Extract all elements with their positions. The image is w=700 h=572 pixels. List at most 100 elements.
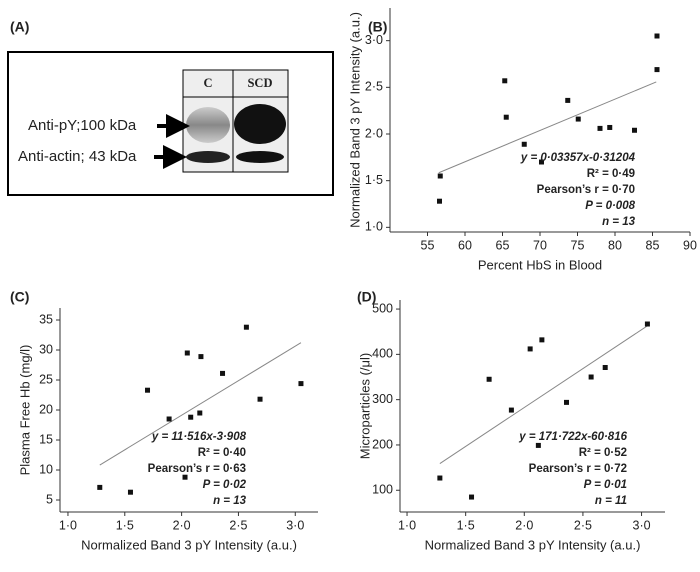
point (182, 474, 188, 480)
point (597, 125, 603, 131)
y-tick-label: 5 (46, 492, 53, 506)
y-tick-label: 2·0 (365, 126, 383, 140)
x-tick-label: 90 (683, 238, 697, 252)
band (186, 107, 230, 143)
x-axis-label: Normalized Band 3 pY Intensity (a.u.) (81, 537, 297, 552)
annotation: Pearson’s r = 0·70 (537, 184, 635, 196)
x-tick-label: 1·0 (398, 518, 416, 532)
y-tick-label: 25 (39, 372, 53, 386)
x-tick-label: 2·5 (574, 518, 592, 532)
point (564, 399, 570, 405)
x-tick-label: 3·0 (286, 518, 304, 532)
y-tick-label: 15 (39, 432, 53, 446)
x-tick-label: 65 (496, 238, 510, 252)
panel-label: (D) (357, 289, 376, 305)
lane-label: SCD (247, 76, 272, 90)
point (539, 337, 545, 343)
annotation: y = 11·516x-3·908 (151, 431, 247, 443)
point (437, 173, 443, 179)
point (166, 416, 172, 422)
x-tick-label: 60 (458, 238, 472, 252)
x-tick-label: 55 (421, 238, 435, 252)
y-axis-label: Microparticles (/μl) (357, 353, 372, 459)
x-tick-label: 1·5 (116, 518, 134, 532)
x-tick-label: 1·5 (457, 518, 475, 532)
fit-line (99, 342, 302, 466)
point (607, 124, 613, 130)
x-axis-label: Normalized Band 3 pY Intensity (a.u.) (425, 537, 641, 552)
y-tick-label: 10 (39, 462, 53, 476)
y-tick-label: 200 (372, 437, 393, 451)
x-tick-label: 1·0 (59, 518, 77, 532)
point (535, 442, 541, 448)
annotation: n = 13 (602, 216, 636, 228)
point (188, 414, 194, 420)
point (220, 370, 226, 376)
point (588, 374, 594, 380)
annotation: n = 13 (213, 495, 247, 507)
point (298, 381, 304, 387)
point (97, 484, 103, 490)
point (575, 116, 581, 122)
point (565, 97, 571, 103)
band-label: Anti-pY;100 kDa (28, 117, 137, 134)
point (602, 364, 608, 370)
y-tick-label: 3·0 (365, 33, 383, 47)
point (644, 321, 650, 327)
point (437, 198, 442, 204)
point (486, 376, 492, 382)
band (186, 151, 230, 163)
y-tick-label: 2·5 (365, 80, 383, 94)
point (257, 396, 263, 402)
point (527, 346, 533, 352)
y-tick-label: 30 (39, 342, 53, 356)
point (632, 127, 637, 133)
annotation: y = 171·722x-60·816 (518, 431, 627, 443)
point (503, 114, 509, 120)
lane-label: C (203, 76, 212, 90)
annotation: y = 0·03357x-0·31204 (520, 152, 636, 164)
x-tick-label: 75 (571, 238, 585, 252)
point (539, 159, 544, 165)
point (654, 33, 660, 39)
band (236, 151, 284, 163)
fit-line (439, 325, 648, 464)
annotation: R² = 0·40 (198, 447, 246, 459)
point (437, 475, 443, 481)
point (521, 141, 527, 147)
x-tick-label: 3·0 (633, 518, 651, 532)
point (127, 489, 133, 495)
panel-label: (A) (10, 19, 29, 35)
panel-label: (B) (368, 19, 387, 35)
annotation: R² = 0·49 (587, 168, 635, 180)
y-tick-label: 500 (372, 301, 393, 315)
panel-label: (C) (10, 289, 29, 305)
point (198, 354, 204, 360)
x-tick-label: 2·0 (515, 518, 533, 532)
point (469, 494, 475, 500)
annotation: n = 11 (595, 495, 627, 507)
x-axis-label: Percent HbS in Blood (478, 257, 602, 272)
band (234, 104, 286, 144)
blot-frame (7, 51, 334, 196)
x-tick-label: 70 (533, 238, 547, 252)
x-tick-label: 2·5 (229, 518, 247, 532)
fit-line (438, 81, 657, 174)
y-tick-label: 400 (372, 347, 393, 361)
x-tick-label: 80 (608, 238, 622, 252)
y-tick-label: 35 (39, 312, 53, 326)
point (508, 407, 514, 413)
y-tick-label: 1·5 (365, 173, 383, 187)
annotation: Pearson’s r = 0·63 (148, 463, 246, 475)
point (184, 350, 190, 356)
point (502, 78, 508, 84)
annotation: P = 0·02 (203, 479, 247, 491)
y-tick-label: 300 (372, 392, 393, 406)
annotation: Pearson’s r = 0·72 (529, 463, 627, 475)
y-tick-label: 100 (372, 483, 393, 497)
band-label: Anti-actin; 43 kDa (18, 148, 137, 165)
y-tick-label: 1·0 (365, 220, 383, 234)
point (197, 410, 203, 416)
x-tick-label: 85 (646, 238, 660, 252)
